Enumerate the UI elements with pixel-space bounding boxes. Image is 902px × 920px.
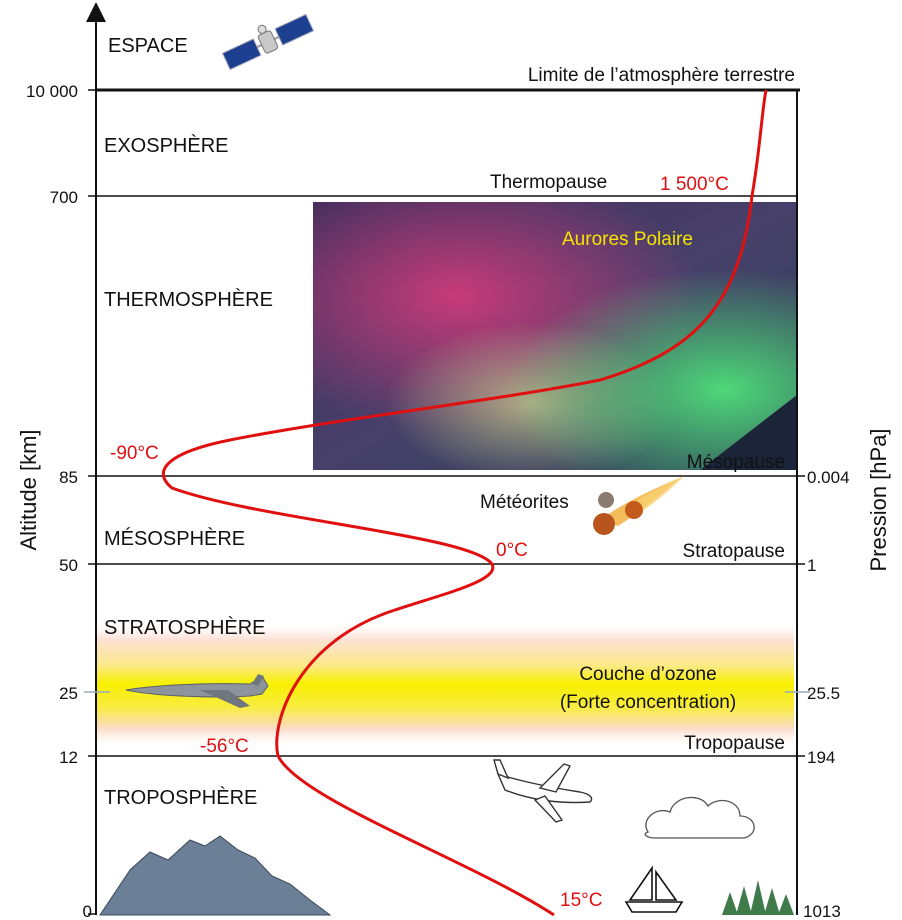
troposphere-label: TROPOSPHÈRE <box>104 786 257 809</box>
altitude-tick-12: 12 <box>59 748 78 767</box>
temperature-curve <box>161 89 768 917</box>
exosphere-label: EXOSPHÈRE <box>104 134 228 157</box>
stratopause-label: Stratopause <box>683 541 785 562</box>
meteorite-icon <box>593 476 684 535</box>
mesopause-label: Mésopause <box>687 452 785 473</box>
thermopause-label: Thermopause <box>490 172 607 193</box>
aurora-image <box>313 202 797 470</box>
pressure-tick-1: 1 <box>807 556 816 575</box>
altitude-tick-50: 50 <box>59 556 78 575</box>
altitude-ticks <box>88 89 96 915</box>
pressure-axis-label: Pression [hPa] <box>866 428 891 571</box>
altitude-tick-0: 0 <box>83 902 92 920</box>
trees-icon <box>722 880 794 915</box>
temp-15-label: 15°C <box>560 890 602 911</box>
temp-1500-label: 1 500°C <box>660 174 729 195</box>
stratosphere-label: STRATOSPHÈRE <box>104 616 266 639</box>
altitude-tick-10000: 10 000 <box>26 82 78 101</box>
aurora-label: Aurores Polaire <box>562 229 693 250</box>
ozone-label-line2: (Forte concentration) <box>560 692 736 713</box>
cloud-icon <box>644 796 755 839</box>
altitude-tick-700: 700 <box>50 188 78 207</box>
mesosphere-label: MÉSOSPHÈRE <box>104 527 245 550</box>
airliner-icon <box>493 759 593 823</box>
altitude-tick-25: 25 <box>59 684 78 703</box>
space-label: ESPACE <box>108 35 188 57</box>
satellite-icon <box>221 13 315 71</box>
pressure-tick-194: 194 <box>807 748 835 767</box>
ozone-label-line1: Couche d’ozone <box>579 664 716 685</box>
temp-minus56-label: -56°C <box>200 736 249 757</box>
meteorites-label: Météorites <box>480 492 569 513</box>
atmosphere-limit-label: Limite de l’atmosphère terrestre <box>528 65 795 86</box>
altitude-tick-85: 85 <box>59 468 78 487</box>
temp-minus90-label: -90°C <box>110 443 159 464</box>
temp-0-label: 0°C <box>496 540 528 561</box>
pressure-tick-255: 25.5 <box>807 684 840 703</box>
jet-icon <box>125 674 269 708</box>
pressure-tick-0004: 0.004 <box>807 468 850 487</box>
altitude-axis-label: Altitude [km] <box>16 429 41 550</box>
pressure-tick-1013: 1013 <box>803 902 841 920</box>
thermosphere-label: THERMOSPHÈRE <box>104 288 273 311</box>
mountain-icon <box>99 835 332 916</box>
sailboat-icon <box>624 865 684 913</box>
tropopause-label: Tropopause <box>684 733 785 754</box>
